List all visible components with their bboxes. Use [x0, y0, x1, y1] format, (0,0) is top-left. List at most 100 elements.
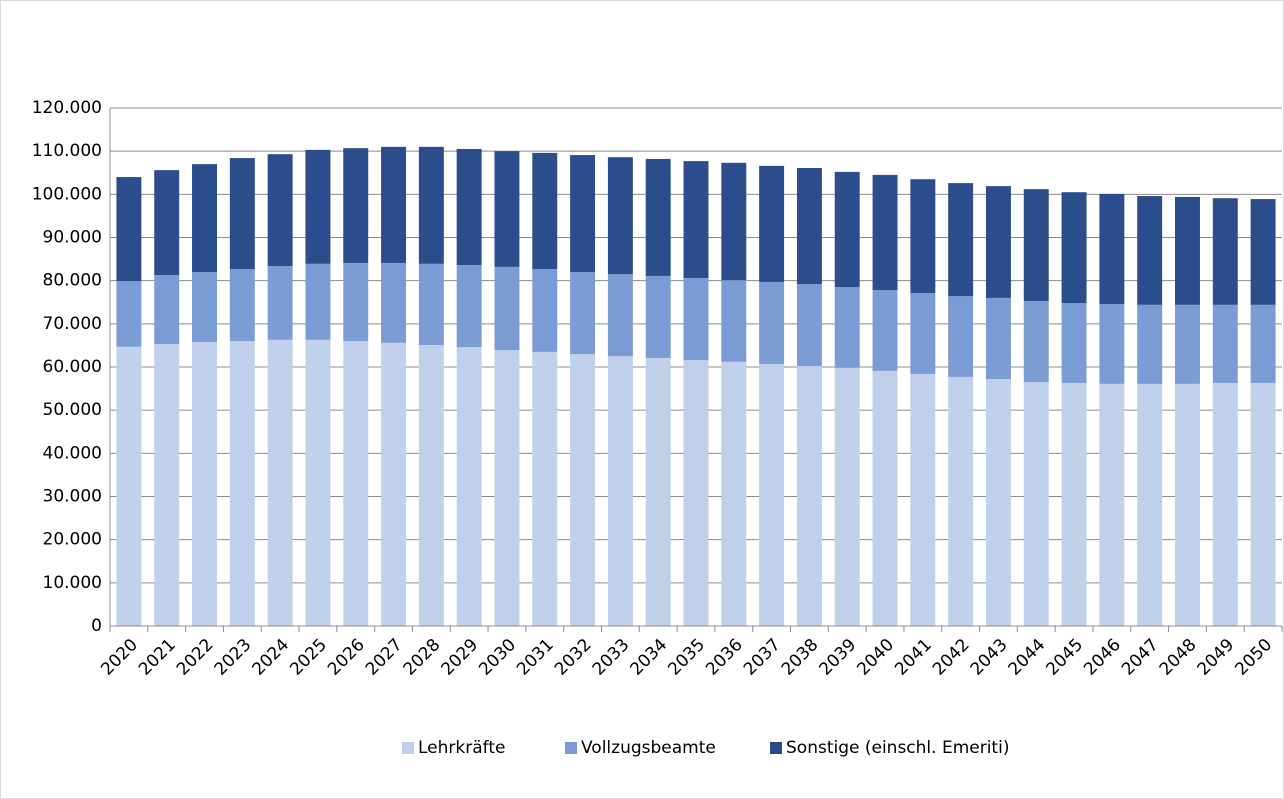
- bar-segment: [1175, 304, 1200, 384]
- bar-segment: [948, 183, 974, 297]
- bar-segment: [116, 281, 142, 347]
- bar-segment: [343, 341, 369, 626]
- bar-segment: [192, 164, 217, 273]
- bar-segment: [456, 347, 482, 626]
- bar-segment: [267, 339, 293, 626]
- bar-segment: [267, 154, 293, 266]
- legend-label: Sonstige (einschl. Emeriti): [786, 738, 1009, 758]
- bar-segment: [1137, 383, 1163, 626]
- bar-segment: [1212, 198, 1238, 305]
- bar-segment: [721, 162, 747, 281]
- bar-segment: [796, 284, 822, 367]
- bar-segment: [1023, 189, 1049, 301]
- bar-segment: [948, 376, 974, 626]
- y-tick-label: 120.000: [32, 98, 102, 118]
- y-tick-label: 110.000: [32, 141, 102, 161]
- bar-segment: [1212, 382, 1238, 626]
- bar-segment: [1099, 193, 1125, 304]
- bar-segment: [683, 278, 709, 361]
- y-tick-label: 40.000: [43, 443, 102, 463]
- bar-segment: [305, 263, 331, 340]
- bar-segment: [1061, 303, 1087, 383]
- bar-segment: [872, 370, 898, 626]
- bar-segment: [305, 149, 331, 264]
- bar-segment: [154, 344, 180, 626]
- y-tick-label: 90.000: [43, 228, 102, 248]
- bar-segment: [1250, 199, 1276, 305]
- bar-segment: [192, 341, 217, 626]
- bar-segment: [381, 146, 407, 263]
- bar-segment: [872, 290, 898, 371]
- bar-segment: [721, 280, 747, 362]
- bar-segment: [418, 263, 444, 345]
- bar-segment: [721, 361, 747, 626]
- bar-segment: [1061, 382, 1087, 626]
- bar-segment: [1175, 383, 1200, 626]
- y-tick-label: 60.000: [43, 357, 102, 377]
- bar-segment: [796, 168, 822, 285]
- bar-segment: [607, 157, 633, 275]
- bar-segment: [570, 155, 596, 273]
- y-tick-label: 80.000: [43, 271, 102, 291]
- bar-segment: [494, 266, 520, 351]
- bar-segment: [192, 272, 217, 342]
- bar-segment: [759, 363, 785, 626]
- bar-segment: [607, 274, 633, 357]
- bar-segment: [834, 171, 860, 288]
- bar-segment: [343, 262, 369, 342]
- bar-segment: [834, 367, 860, 626]
- bar-segment: [985, 186, 1011, 298]
- bar-segment: [532, 351, 558, 626]
- bar-segment: [683, 360, 709, 626]
- bar-segment: [116, 177, 142, 282]
- bar-segment: [1137, 196, 1163, 305]
- bar-segment: [645, 357, 671, 626]
- legend-swatch: [770, 742, 782, 754]
- bar-segment: [229, 341, 255, 626]
- bar-segment: [872, 174, 898, 291]
- bar-segment: [381, 262, 407, 343]
- bar-segment: [1250, 304, 1276, 383]
- bar-segment: [532, 269, 558, 352]
- y-tick-label: 70.000: [43, 314, 102, 334]
- bar-segment: [796, 366, 822, 626]
- bar-segment: [494, 350, 520, 626]
- bar-segment: [1023, 382, 1049, 626]
- bar-segment: [116, 346, 142, 626]
- bar-segment: [985, 379, 1011, 626]
- bar-segment: [1137, 304, 1163, 384]
- y-tick-label: 30.000: [43, 487, 102, 507]
- legend-label: Vollzugsbeamte: [581, 738, 716, 758]
- bar-segment: [229, 269, 255, 342]
- bar-segment: [494, 151, 520, 267]
- bar-segment: [418, 146, 444, 264]
- bar-segment: [1250, 382, 1276, 626]
- y-tick-label: 0: [91, 616, 102, 636]
- bar-segment: [1099, 383, 1125, 626]
- bar-segment: [910, 293, 936, 374]
- bar-segment: [305, 339, 331, 626]
- bar-segment: [229, 158, 255, 270]
- bar-segment: [645, 158, 671, 276]
- bar-segment: [910, 179, 936, 294]
- bar-segment: [154, 275, 180, 345]
- bar-segment: [948, 296, 974, 377]
- bar-segment: [1023, 300, 1049, 383]
- bar-segment: [683, 161, 709, 279]
- y-tick-label: 100.000: [32, 184, 102, 204]
- legend-swatch: [565, 742, 577, 754]
- bar-segment: [985, 297, 1011, 380]
- bar-segment: [456, 265, 482, 348]
- bar-segment: [1175, 196, 1200, 305]
- bar-segment: [456, 149, 482, 266]
- bar-segment: [570, 354, 596, 626]
- bar-segment: [1061, 192, 1087, 304]
- bar-segment: [570, 272, 596, 355]
- bar-segment: [154, 170, 180, 276]
- bar-segment: [645, 275, 671, 358]
- bar-segment: [759, 281, 785, 364]
- y-tick-label: 50.000: [43, 400, 102, 420]
- bar-segment: [381, 342, 407, 626]
